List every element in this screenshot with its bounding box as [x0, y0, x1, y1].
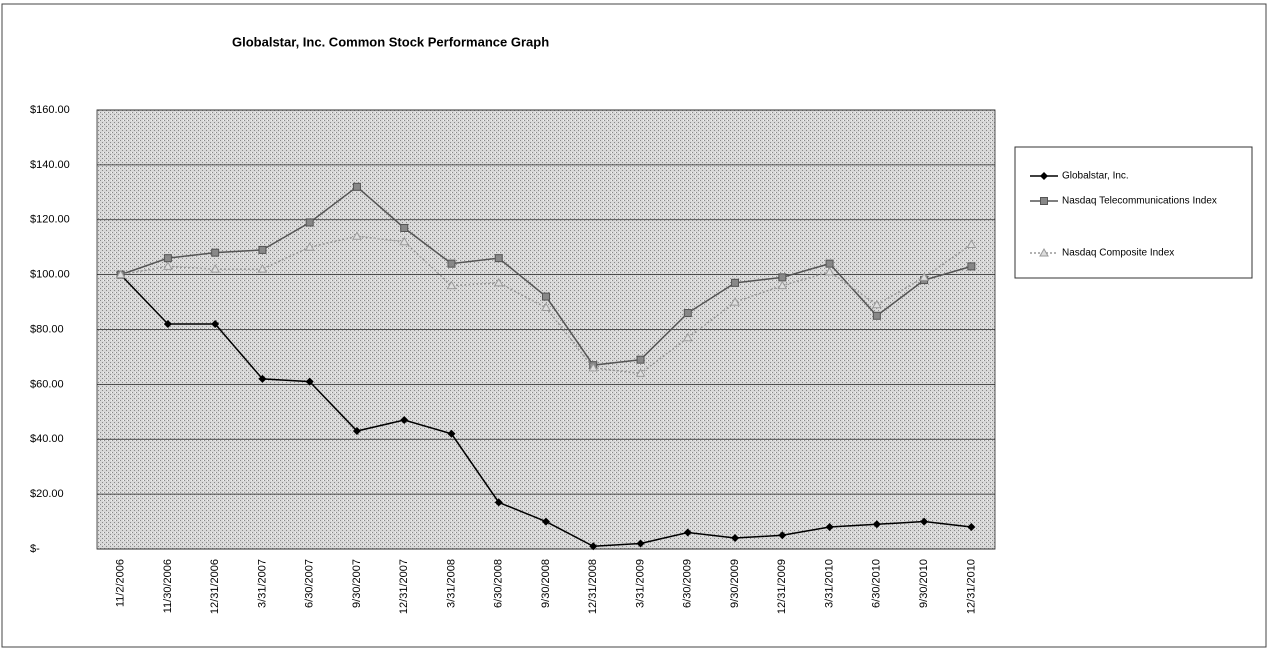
- legend-label: Nasdaq Telecommunications Index: [1062, 196, 1217, 207]
- x-tick-label: 9/30/2009: [729, 559, 741, 608]
- y-tick-label: $100.00: [30, 269, 70, 281]
- marker: [446, 280, 457, 290]
- x-tick-label: 3/31/2010: [823, 559, 835, 608]
- x-tick-label: 6/30/2008: [493, 559, 505, 608]
- marker: [399, 236, 410, 246]
- y-tick-label: $40.00: [30, 433, 64, 445]
- marker: [967, 523, 976, 532]
- y-tick-label: $80.00: [30, 323, 64, 335]
- x-tick-label: 11/2/2006: [115, 559, 127, 607]
- marker: [447, 259, 456, 268]
- marker: [635, 368, 646, 377]
- marker: [305, 377, 314, 386]
- y-tick-label: $-: [30, 543, 40, 555]
- marker: [966, 239, 977, 248]
- marker: [872, 520, 881, 529]
- marker: [825, 259, 834, 268]
- x-tick-label: 3/31/2008: [445, 559, 457, 608]
- marker: [211, 248, 220, 257]
- x-tick-label: 6/30/2009: [682, 559, 694, 608]
- marker: [352, 231, 362, 240]
- marker: [494, 498, 503, 507]
- marker: [871, 299, 882, 309]
- marker: [115, 269, 126, 279]
- marker: [541, 302, 551, 312]
- legend-marker: [1040, 172, 1048, 180]
- marker: [825, 523, 834, 532]
- marker: [919, 272, 929, 281]
- legend-label: Globalstar, Inc.: [1062, 171, 1129, 182]
- marker: [824, 266, 835, 276]
- marker: [494, 254, 503, 263]
- marker: [447, 429, 456, 438]
- marker: [636, 539, 645, 548]
- marker: [589, 542, 598, 551]
- x-tick-label: 6/30/2007: [304, 559, 316, 608]
- marker: [542, 517, 550, 526]
- marker: [920, 517, 929, 526]
- y-tick-label: $60.00: [30, 378, 64, 390]
- marker: [163, 261, 173, 270]
- marker: [967, 262, 976, 271]
- marker: [305, 218, 314, 227]
- x-tick-label: 12/31/2010: [965, 559, 977, 614]
- marker: [777, 280, 788, 290]
- x-tick-label: 12/31/2008: [587, 559, 599, 614]
- y-tick-label: $20.00: [30, 488, 64, 500]
- x-tick-label: 11/30/2006: [162, 559, 174, 613]
- marker: [730, 297, 740, 306]
- marker: [400, 223, 409, 232]
- x-tick-label: 3/31/2007: [256, 559, 268, 608]
- marker: [636, 355, 645, 364]
- marker: [683, 309, 692, 318]
- legend: [1014, 146, 1253, 279]
- marker: [211, 320, 220, 329]
- marker: [683, 528, 692, 537]
- x-tick-label: 3/31/2009: [634, 559, 646, 608]
- marker: [493, 277, 504, 287]
- marker: [210, 264, 221, 273]
- marker: [304, 242, 315, 251]
- y-tick-label: $120.00: [30, 214, 70, 226]
- marker: [731, 534, 740, 543]
- x-tick-label: 12/31/2007: [398, 559, 410, 614]
- legend-marker: [1040, 197, 1048, 205]
- marker: [163, 320, 172, 329]
- marker: [352, 182, 361, 191]
- chart-title: Globalstar, Inc. Common Stock Performanc…: [232, 34, 549, 49]
- x-tick-label: 6/30/2010: [871, 559, 883, 608]
- x-tick-label: 9/30/2008: [540, 559, 552, 608]
- legend-label: Nasdaq Composite Index: [1062, 248, 1174, 259]
- x-tick-label: 9/30/2007: [351, 559, 363, 608]
- marker: [257, 264, 268, 273]
- marker: [778, 531, 787, 540]
- marker: [588, 362, 599, 372]
- marker: [682, 332, 693, 342]
- marker: [258, 245, 267, 254]
- marker: [731, 278, 740, 287]
- marker: [163, 254, 172, 263]
- legend-marker: [1039, 247, 1049, 257]
- marker: [258, 374, 267, 383]
- marker: [400, 416, 409, 425]
- x-tick-label: 12/31/2006: [209, 559, 221, 614]
- marker: [542, 292, 550, 301]
- marker: [778, 273, 787, 282]
- y-tick-label: $140.00: [30, 159, 70, 171]
- marker: [872, 311, 881, 320]
- y-tick-label: $160.00: [30, 104, 70, 116]
- x-tick-label: 9/30/2010: [918, 559, 930, 608]
- marker: [352, 427, 361, 436]
- x-tick-label: 12/31/2009: [776, 559, 788, 614]
